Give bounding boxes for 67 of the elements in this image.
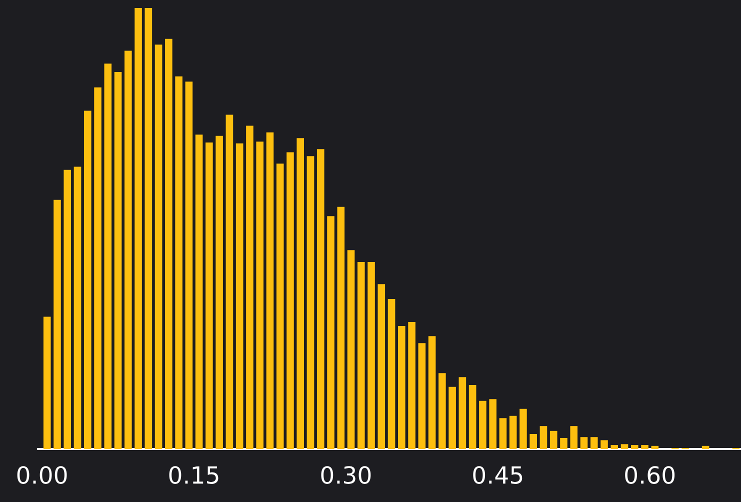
bar: [246, 126, 254, 449]
bar: [286, 152, 294, 449]
bar: [165, 38, 172, 449]
x-tick-label: 0.15: [169, 466, 218, 484]
bar: [54, 200, 61, 449]
x-tick-label: 0.30: [321, 466, 371, 484]
bar: [94, 87, 102, 449]
bar: [630, 445, 638, 449]
x-tick-label: 0.00: [17, 466, 67, 484]
bar: [256, 142, 264, 449]
bar: [114, 72, 122, 449]
bar: [266, 132, 274, 449]
bar: [620, 444, 628, 449]
bar: [520, 408, 527, 449]
bar: [448, 386, 456, 449]
bar: [226, 114, 234, 449]
bar: [347, 250, 355, 449]
bar: [276, 164, 284, 449]
bar: [134, 8, 142, 449]
bar: [316, 149, 324, 449]
bar: [641, 445, 648, 449]
bar: [175, 76, 182, 449]
bar: [368, 262, 375, 449]
bar: [610, 445, 618, 449]
bar: [600, 440, 608, 449]
bar: [468, 385, 476, 449]
bar: [216, 136, 223, 449]
bar: [418, 343, 426, 449]
bar: [590, 437, 598, 449]
bar: [144, 8, 152, 449]
bar: [489, 399, 496, 449]
x-tick-label: 0.60: [625, 466, 675, 484]
bar: [206, 142, 213, 449]
bar: [398, 326, 406, 449]
bar: [509, 416, 517, 449]
bar: [124, 50, 132, 449]
bar: [84, 110, 92, 449]
bar: [540, 426, 548, 449]
bar: [296, 138, 304, 449]
bar: [479, 400, 486, 449]
bar: [651, 446, 659, 449]
bar: [702, 446, 710, 449]
bar: [560, 438, 568, 449]
bar: [154, 44, 162, 449]
bar: [550, 430, 558, 449]
bar: [337, 206, 345, 449]
bar: [357, 262, 365, 449]
bar: [74, 166, 82, 449]
bar: [499, 418, 507, 449]
bar: [580, 437, 588, 449]
bar: [236, 143, 244, 449]
bar: [327, 216, 334, 449]
bar: [43, 316, 51, 449]
bar: [185, 82, 193, 449]
bar: [378, 284, 386, 449]
bar: [64, 170, 72, 449]
bar: [388, 299, 396, 449]
bar: [195, 134, 203, 449]
bar: [306, 156, 314, 449]
bar: [438, 373, 446, 449]
bar: [104, 64, 112, 449]
bar: [570, 426, 578, 449]
bar: [408, 322, 416, 449]
bar: [458, 377, 466, 449]
x-tick-label: 0.45: [473, 466, 522, 484]
bar: [428, 336, 436, 449]
bar: [530, 434, 537, 449]
